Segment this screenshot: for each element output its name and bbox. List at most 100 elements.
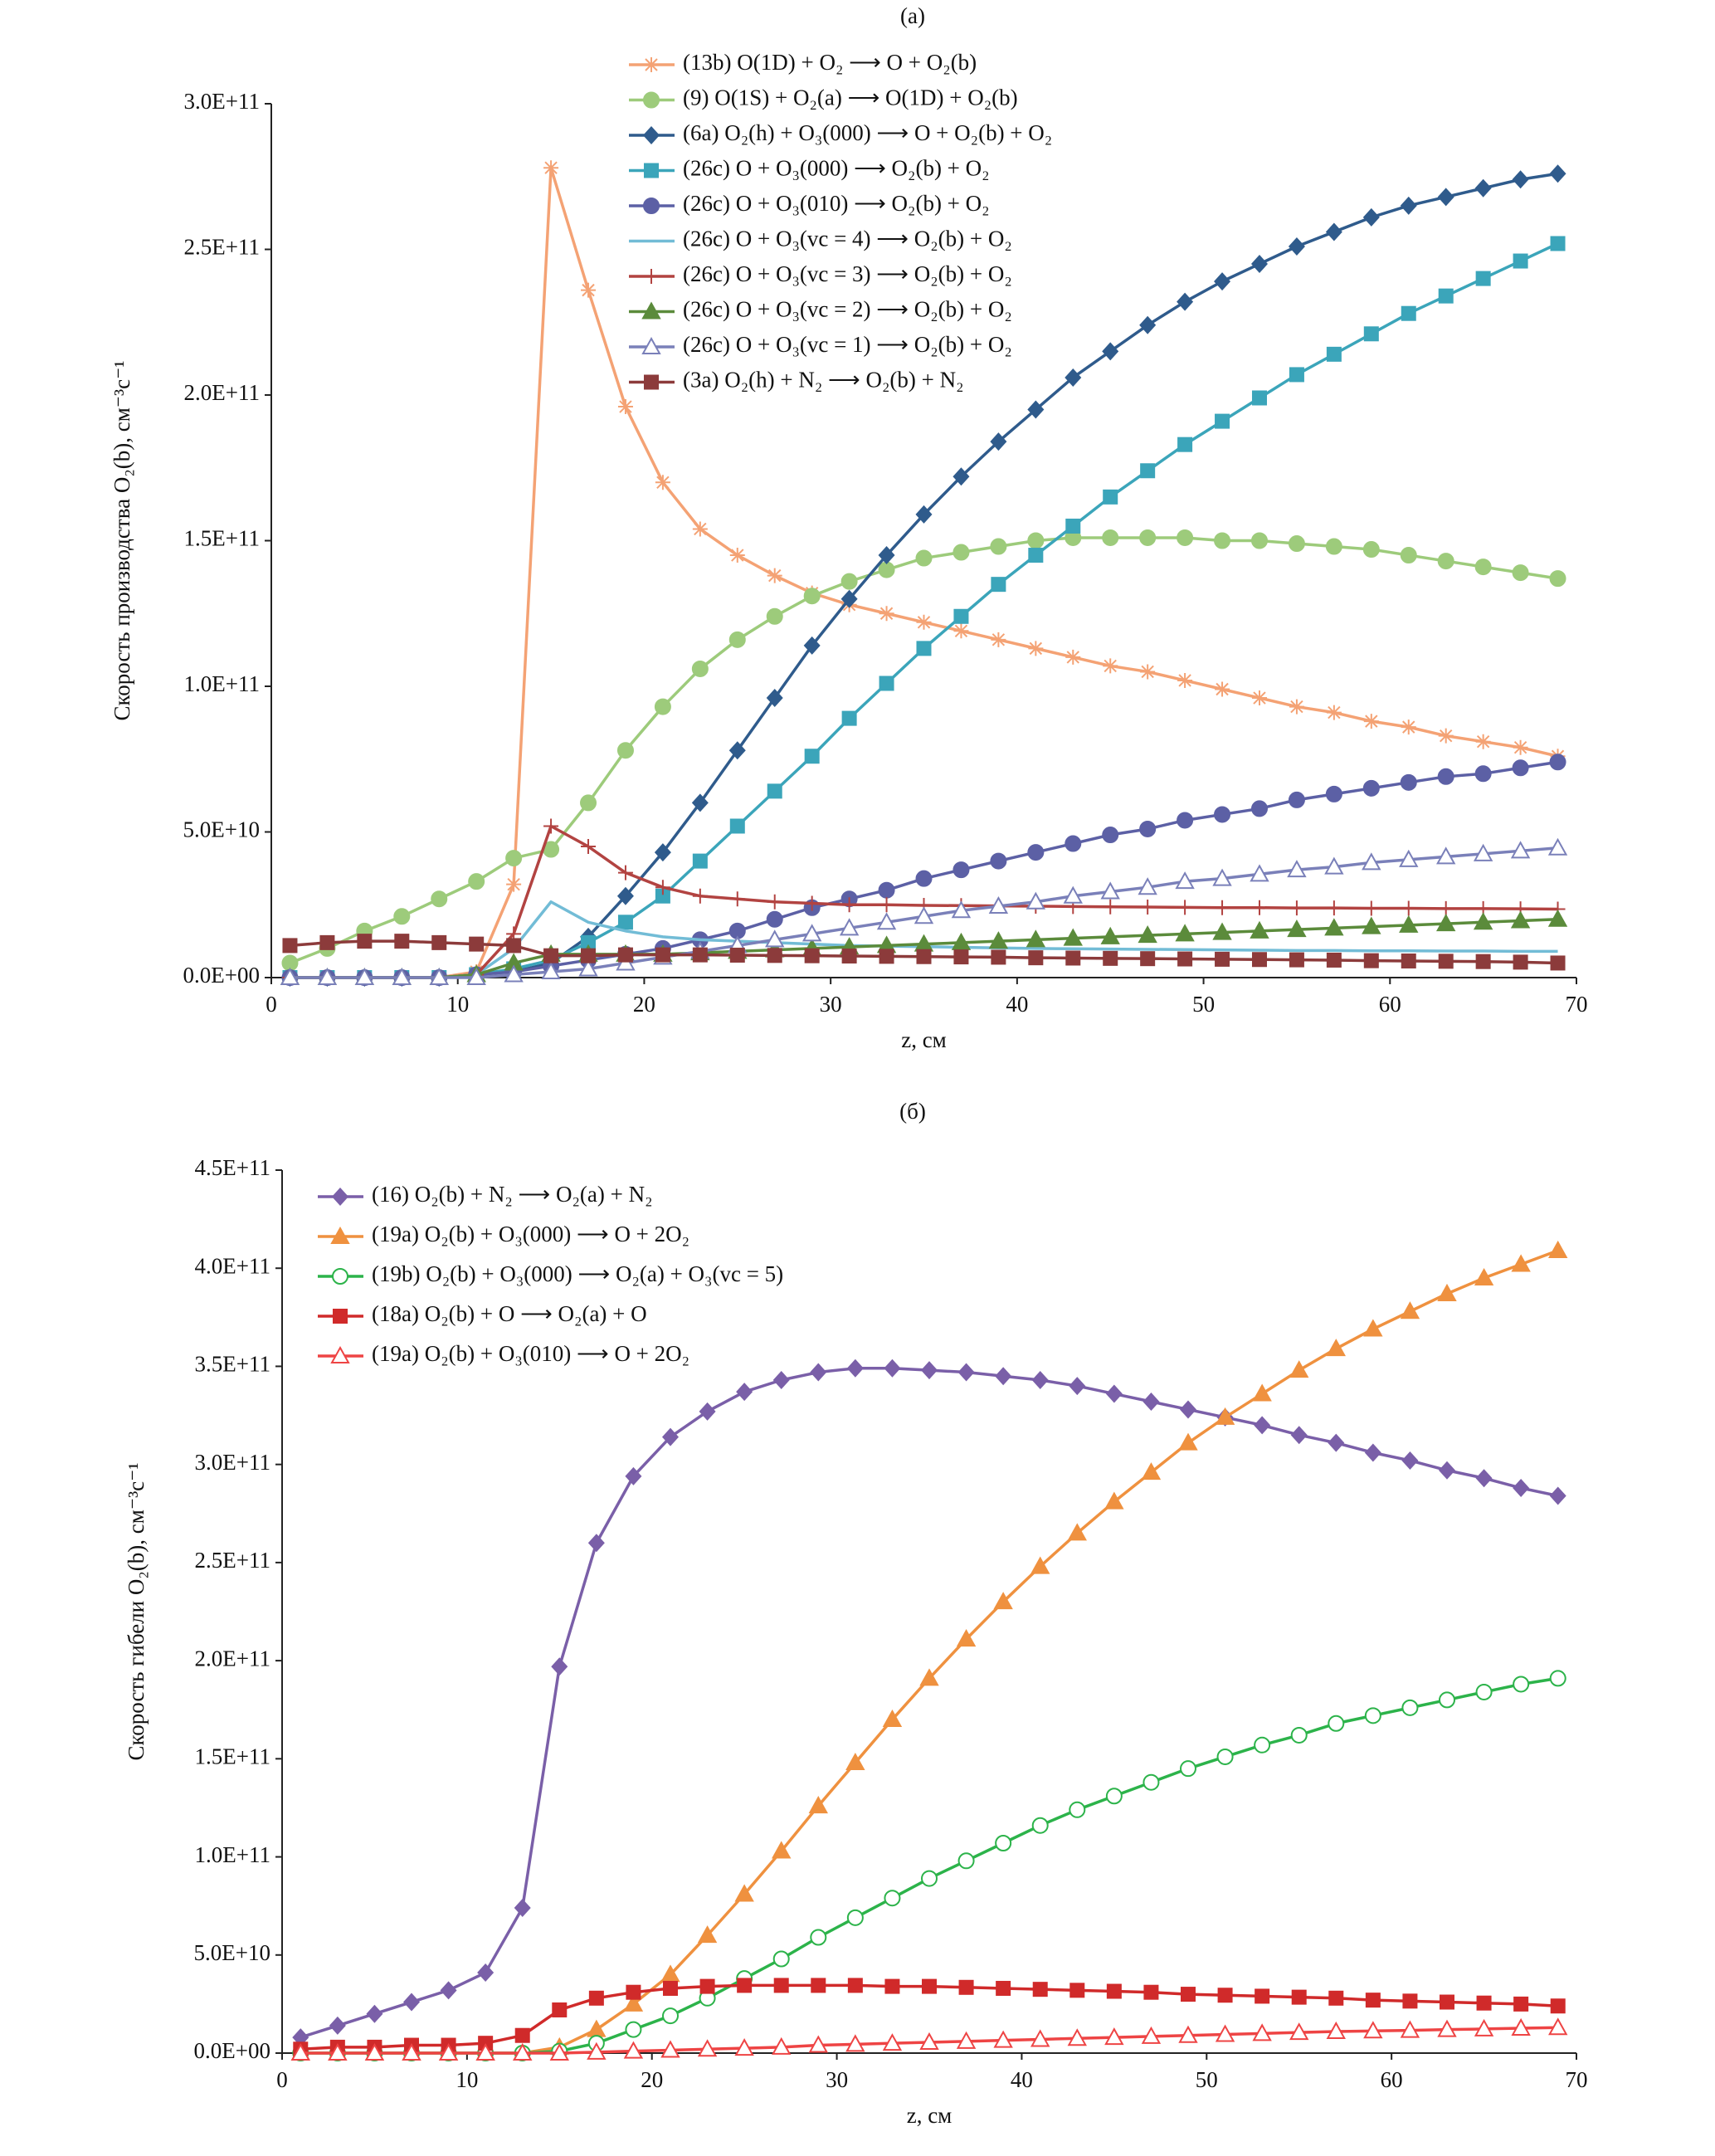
marker [993,2030,1013,2048]
marker [876,912,897,930]
marker [1550,955,1566,971]
marker [1474,178,1492,198]
marker [505,850,523,867]
marker [729,548,745,563]
legend: (13b) O(1D) + O₂ ⟶ O + O₂(b) (9) O(1S) + … [629,50,1052,393]
marker [1102,342,1119,361]
marker [1439,1691,1455,1709]
marker [643,91,660,109]
marker [1027,844,1045,861]
marker [697,1925,718,1944]
marker [1250,255,1268,274]
marker [1141,2026,1162,2044]
marker [623,2041,644,2059]
marker [1438,288,1454,304]
marker [1030,1556,1050,1574]
marker [951,900,972,919]
y-tick-label: 4.5E+11 [195,1155,270,1180]
marker [1215,413,1230,429]
marker [1510,910,1531,929]
marker [1069,1983,1085,1998]
marker [552,2002,568,2017]
marker [1104,2027,1124,2046]
marker [1181,1987,1196,2002]
marker [995,1835,1012,1852]
marker [1437,188,1454,207]
y-tick-label: 1.5E+11 [195,1744,270,1769]
marker [1100,926,1120,944]
marker [1143,1984,1159,2000]
marker [697,2039,718,2057]
marker [1290,1726,1308,1744]
marker [921,1361,938,1380]
marker [332,1188,348,1206]
marker [804,749,820,764]
marker [1067,1523,1087,1541]
marker [1141,1462,1162,1480]
marker [808,2035,828,2053]
marker [772,1950,790,1968]
marker [773,1978,789,1993]
marker [549,2042,569,2061]
marker [884,1890,901,1907]
marker [469,936,485,952]
y-tick-label: 3.0E+11 [195,1450,270,1475]
marker [951,932,972,950]
marker [1031,1817,1049,1834]
legend-label: (19b) O₂(b) + O₃(000) ⟶ O₂(a) + O₃(vc = … [372,1261,783,1286]
marker [1177,951,1193,967]
marker [1290,1426,1308,1445]
marker [692,947,708,963]
marker [1215,900,1230,915]
marker [543,948,559,963]
marker [1363,326,1379,342]
legend-label: (13b) O(1D) + O₂ ⟶ O + O₂(b) [683,50,977,75]
marker [1251,900,1267,915]
x-tick-label: 60 [1379,992,1401,1017]
y-axis-label: Скорость гибели O₂(b), см⁻³с⁻¹ [124,1463,149,1761]
marker [914,906,934,924]
marker [616,886,634,905]
x-tick-label: 10 [456,2067,478,2092]
marker [1362,207,1380,227]
marker [1105,1788,1123,1805]
marker [692,888,708,904]
marker [440,1981,457,2000]
marker [810,1363,827,1382]
marker [1251,952,1267,968]
marker [1289,367,1304,383]
marker [1065,518,1081,534]
legend-label: (3a) O₂(h) + N₂ ⟶ O₂(b) + N₂ [683,368,964,393]
marker [1437,2019,1457,2037]
marker [1401,1699,1419,1716]
marker [1400,773,1417,791]
marker [884,1358,901,1378]
marker [1362,916,1381,934]
marker [991,577,1006,593]
marker [655,475,670,490]
marker [1474,1267,1494,1286]
marker [957,1363,975,1382]
marker [1325,222,1342,241]
marker [767,783,782,799]
marker [662,1427,679,1446]
marker [1251,690,1267,706]
marker [1288,791,1305,808]
marker [477,1963,495,1983]
marker [953,949,969,965]
marker [1214,532,1231,549]
y-tick-label: 2.5E+11 [195,1548,270,1573]
marker [514,1899,531,1918]
marker [581,839,597,855]
marker [1026,929,1046,948]
y-tick-label: 1.0E+11 [184,671,260,696]
marker [1439,1461,1455,1480]
marker [1252,2023,1272,2041]
marker [1177,292,1194,311]
marker [392,967,412,985]
y-tick-label: 1.0E+11 [195,1842,270,1867]
marker [729,818,745,834]
marker [811,1978,826,1993]
x-tick-label: 0 [266,992,277,1017]
